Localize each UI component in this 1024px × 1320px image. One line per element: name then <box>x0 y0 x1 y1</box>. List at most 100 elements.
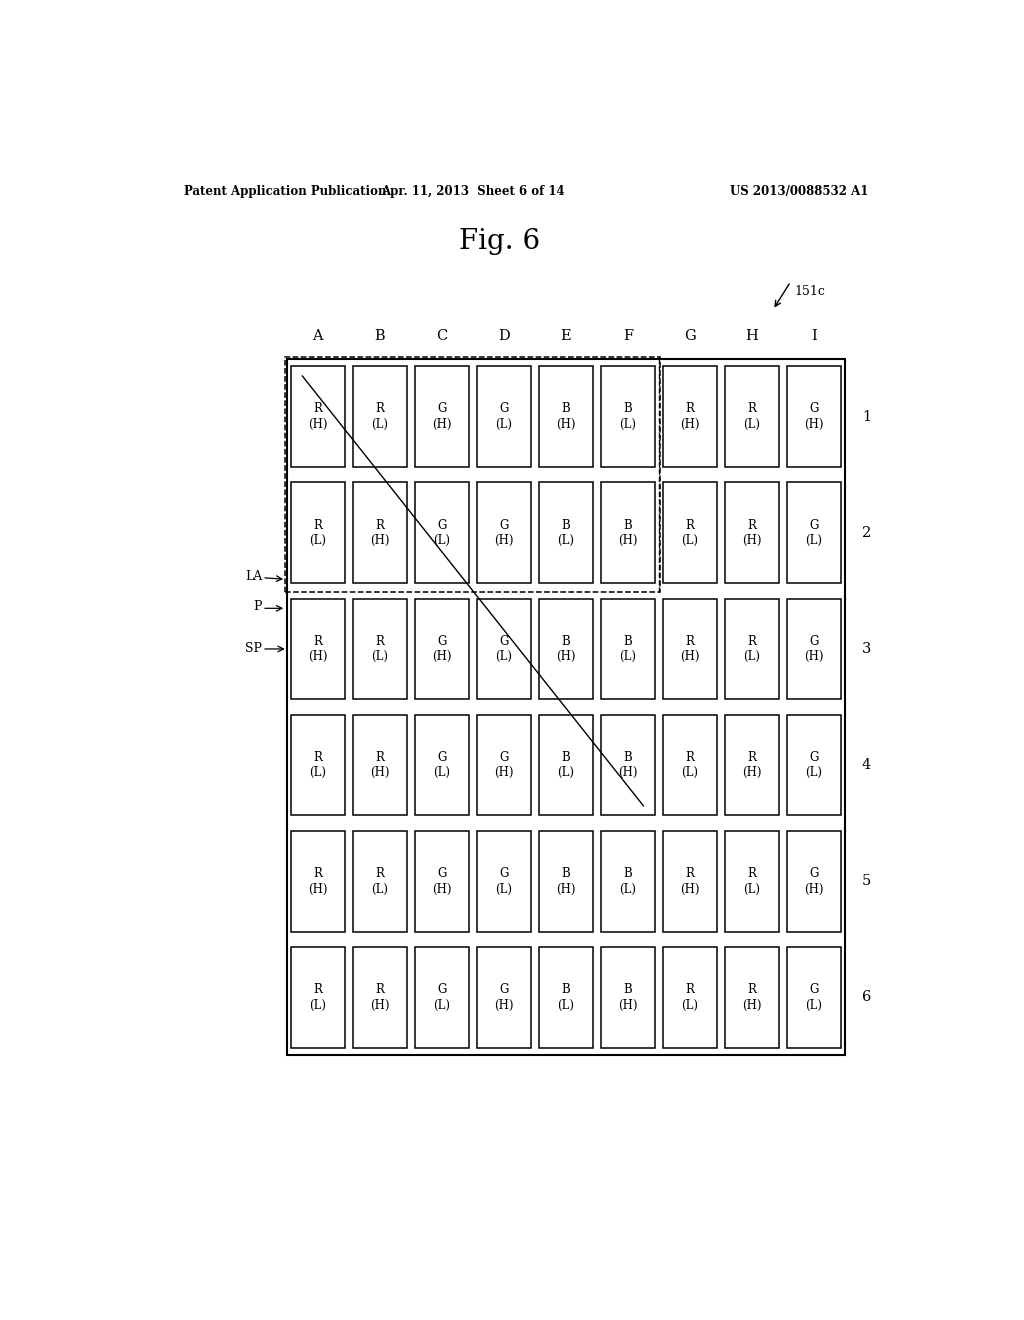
Text: G
(L): G (L) <box>805 751 822 779</box>
Text: G
(L): G (L) <box>805 519 822 546</box>
Bar <box>415 830 469 932</box>
Bar <box>601 598 655 700</box>
Bar <box>539 367 593 467</box>
Text: R
(H): R (H) <box>680 635 699 663</box>
Text: R
(L): R (L) <box>309 983 327 1011</box>
Text: SP: SP <box>245 643 262 656</box>
Text: R
(L): R (L) <box>681 519 698 546</box>
Bar <box>601 367 655 467</box>
Bar <box>663 830 717 932</box>
Bar <box>477 482 531 583</box>
Text: B
(L): B (L) <box>620 635 636 663</box>
Bar <box>291 598 345 700</box>
Bar <box>539 946 593 1048</box>
Text: G: G <box>684 329 695 343</box>
Text: R
(L): R (L) <box>372 403 388 430</box>
Text: R
(L): R (L) <box>681 751 698 779</box>
Text: B
(H): B (H) <box>556 867 575 895</box>
Text: R
(L): R (L) <box>372 867 388 895</box>
Text: 4: 4 <box>862 758 871 772</box>
Bar <box>415 598 469 700</box>
Bar <box>539 714 593 816</box>
Text: B
(H): B (H) <box>618 519 638 546</box>
Bar <box>352 830 407 932</box>
Bar <box>786 714 841 816</box>
Text: R
(H): R (H) <box>742 751 762 779</box>
Bar <box>352 482 407 583</box>
Text: 5: 5 <box>862 874 871 888</box>
Text: P: P <box>254 601 262 614</box>
Bar <box>539 598 593 700</box>
Bar <box>291 482 345 583</box>
Bar <box>287 359 845 1056</box>
Bar <box>663 482 717 583</box>
Bar <box>477 598 531 700</box>
Text: B
(H): B (H) <box>556 635 575 663</box>
Bar <box>477 367 531 467</box>
Bar <box>663 714 717 816</box>
Bar <box>291 830 345 932</box>
Text: A: A <box>312 329 324 343</box>
Text: G
(H): G (H) <box>432 867 452 895</box>
Bar <box>286 358 660 593</box>
Bar <box>415 367 469 467</box>
Bar <box>786 482 841 583</box>
Bar <box>786 830 841 932</box>
Bar <box>601 482 655 583</box>
Text: B
(L): B (L) <box>557 751 574 779</box>
Bar <box>725 714 779 816</box>
Bar <box>601 714 655 816</box>
Text: R
(L): R (L) <box>743 403 761 430</box>
Text: G
(H): G (H) <box>432 635 452 663</box>
Bar <box>539 482 593 583</box>
Text: B
(L): B (L) <box>557 519 574 546</box>
Text: B: B <box>375 329 385 343</box>
Bar <box>663 598 717 700</box>
Text: G
(L): G (L) <box>496 635 512 663</box>
Bar <box>601 830 655 932</box>
Bar <box>725 598 779 700</box>
Text: R
(H): R (H) <box>370 983 389 1011</box>
Text: R
(H): R (H) <box>308 635 328 663</box>
Text: G
(L): G (L) <box>433 751 451 779</box>
Bar <box>786 946 841 1048</box>
Text: Fig. 6: Fig. 6 <box>460 227 541 255</box>
Text: R
(L): R (L) <box>372 635 388 663</box>
Text: G
(L): G (L) <box>805 983 822 1011</box>
Text: R
(L): R (L) <box>743 635 761 663</box>
Text: B
(L): B (L) <box>557 983 574 1011</box>
Bar <box>725 482 779 583</box>
Bar <box>291 367 345 467</box>
Bar <box>663 367 717 467</box>
Text: G
(L): G (L) <box>496 867 512 895</box>
Text: Apr. 11, 2013  Sheet 6 of 14: Apr. 11, 2013 Sheet 6 of 14 <box>381 185 564 198</box>
Bar <box>415 482 469 583</box>
Bar <box>291 714 345 816</box>
Text: R
(L): R (L) <box>309 751 327 779</box>
Bar <box>477 830 531 932</box>
Bar <box>415 714 469 816</box>
Bar <box>786 598 841 700</box>
Text: R
(L): R (L) <box>681 983 698 1011</box>
Bar <box>477 946 531 1048</box>
Text: G
(H): G (H) <box>804 867 823 895</box>
Bar <box>352 367 407 467</box>
Text: G
(L): G (L) <box>496 403 512 430</box>
Text: 151c: 151c <box>795 285 825 298</box>
Text: G
(H): G (H) <box>432 403 452 430</box>
Bar <box>725 946 779 1048</box>
Bar <box>415 946 469 1048</box>
Bar <box>725 367 779 467</box>
Bar <box>352 598 407 700</box>
Text: G
(H): G (H) <box>495 519 514 546</box>
Text: G
(H): G (H) <box>804 403 823 430</box>
Text: B
(H): B (H) <box>618 751 638 779</box>
Text: G
(H): G (H) <box>495 983 514 1011</box>
Text: R
(H): R (H) <box>370 751 389 779</box>
Bar <box>539 830 593 932</box>
Bar <box>601 946 655 1048</box>
Text: B
(H): B (H) <box>556 403 575 430</box>
Text: B
(H): B (H) <box>618 983 638 1011</box>
Bar <box>477 714 531 816</box>
Text: Patent Application Publication: Patent Application Publication <box>183 185 386 198</box>
